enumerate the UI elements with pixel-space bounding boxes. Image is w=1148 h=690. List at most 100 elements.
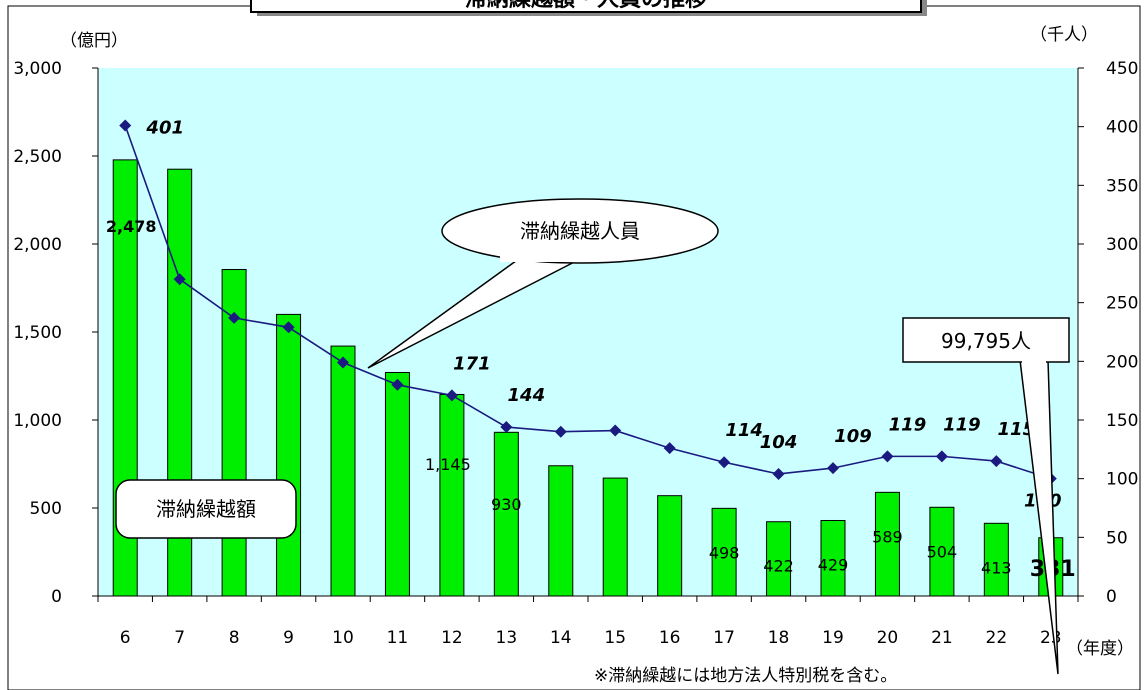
footnote: ※滞納繰越には地方法人特別税を含む。 (594, 666, 897, 686)
bar-series (112, 159, 1064, 597)
bar (820, 519, 846, 597)
callout-people-joint (500, 248, 586, 262)
x-tick-label: 20 (877, 628, 899, 648)
callout-last-label: 99,795人 (941, 329, 1031, 353)
x-tick-label: 23 (1040, 628, 1062, 648)
line-point (663, 442, 676, 455)
right-tick-label: 300 (1106, 235, 1138, 255)
right-tick-label: 250 (1106, 294, 1138, 314)
left-tick-label: 1,500 (13, 323, 62, 343)
callout-amount: 滞納繰越額 (115, 479, 297, 539)
line-point (881, 450, 894, 463)
line-point (337, 356, 349, 369)
left-axis-unit: （億円） (60, 31, 128, 51)
right-tick-label: 200 (1106, 352, 1138, 372)
bar (711, 507, 737, 597)
right-axis-ticks: 0 50 100 150 200 250 300 350 400 450 (1078, 59, 1138, 607)
line-point (718, 456, 731, 469)
title-box: 滞納繰越額・人員の推移 (250, 0, 927, 16)
line-value-label: 104 (760, 432, 798, 453)
right-tick-label: 400 (1106, 118, 1138, 138)
x-tick-label: 19 (822, 628, 844, 648)
x-tick-label: 12 (441, 628, 463, 648)
right-tick-label: 50 (1106, 528, 1128, 548)
line-point (119, 119, 132, 132)
bar-value-label: 1,145 (425, 455, 471, 474)
line-point (228, 311, 241, 324)
left-axis-ticks: 0 500 1,000 1,500 2,000 2,500 3,000 (13, 59, 98, 607)
right-tick-label: 150 (1106, 411, 1138, 431)
line-point (609, 424, 622, 437)
left-tick-label: 2,500 (13, 147, 62, 167)
callout-last: 99,795人 (902, 317, 1070, 675)
line-point (445, 389, 458, 402)
x-tick-label: 6 (120, 628, 131, 648)
x-tick-label: 17 (713, 628, 735, 648)
line-value-label: 115 (998, 419, 1036, 440)
line-point (391, 378, 404, 391)
left-tick-label: 3,000 (13, 59, 62, 79)
line-value-label: 119 (943, 414, 981, 435)
bar (602, 477, 628, 597)
callout-people-label: 滞納繰越人員 (520, 219, 640, 243)
chart-title: 滞納繰越額・人員の推移 (465, 0, 707, 12)
bar (548, 465, 574, 597)
x-tick-label: 11 (387, 628, 409, 648)
left-tick-label: 2,000 (13, 235, 62, 255)
x-tick-label: 10 (332, 628, 354, 648)
line-point (772, 467, 785, 480)
bar (330, 345, 356, 597)
right-tick-label: 450 (1106, 59, 1138, 79)
bar (221, 269, 247, 597)
bar-value-label: 413 (981, 558, 1012, 577)
bar-value-label: 2,478 (106, 217, 157, 236)
line-point (500, 421, 513, 434)
x-tick-label: 22 (986, 628, 1008, 648)
series-line (124, 125, 1052, 480)
callout-people: 滞納繰越人員 (367, 198, 719, 369)
bar-value-label: 422 (763, 557, 794, 576)
x-tick-label: 18 (768, 628, 790, 648)
line-value-label: 401 (145, 117, 184, 138)
x-tick-label: 21 (931, 628, 953, 648)
x-tick-label: 16 (659, 628, 681, 648)
title-box-frame (250, 0, 922, 13)
bar-value-label: 498 (709, 543, 740, 562)
x-tick-label: 15 (604, 628, 626, 648)
x-axis-label: （年度） (1066, 639, 1134, 659)
line-value-label: 114 (725, 420, 763, 441)
line-value-label: 171 (453, 353, 491, 374)
line-value-label: 119 (889, 414, 927, 435)
right-tick-label: 100 (1106, 470, 1138, 490)
bar (657, 495, 683, 597)
line-value-label: 144 (508, 385, 546, 406)
callout-amount-label: 滞納繰越額 (156, 497, 256, 521)
bar (874, 491, 900, 597)
line-value-label: 109 (834, 426, 872, 447)
line-point (827, 462, 839, 475)
bar (276, 313, 302, 597)
left-tick-label: 1,000 (13, 411, 62, 431)
line-point (282, 321, 295, 334)
callout-amount-box (115, 479, 297, 539)
bar-value-label: 589 (872, 527, 903, 546)
right-axis-unit: （千人） (1030, 25, 1098, 45)
line-point (990, 455, 1003, 468)
x-tick-label: 7 (174, 628, 185, 648)
left-tick-label: 500 (30, 499, 62, 519)
line-point (935, 450, 948, 463)
callout-people-bubble (441, 198, 719, 264)
callout-last-joint (1022, 356, 1046, 366)
line-point (554, 425, 567, 438)
callout-last-box (902, 317, 1070, 363)
bar-value-label: 429 (818, 555, 849, 574)
bar (983, 522, 1009, 597)
bar (384, 371, 410, 597)
bar (766, 521, 792, 597)
left-tick-label: 0 (51, 587, 62, 607)
line-point (173, 273, 186, 286)
bar (493, 431, 519, 597)
bar (929, 506, 955, 597)
x-tick-label: 14 (550, 628, 572, 648)
